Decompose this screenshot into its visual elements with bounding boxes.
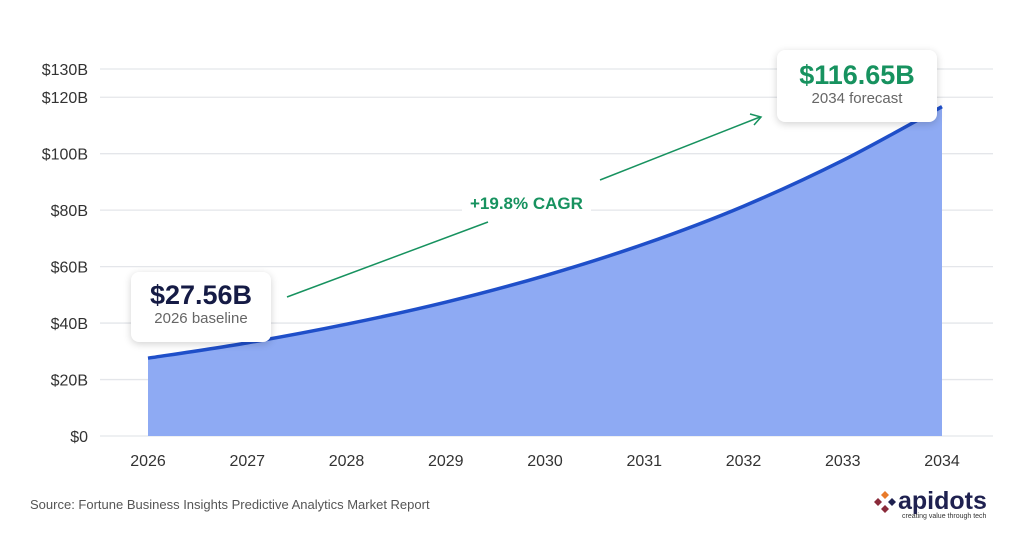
- apidots-logo: apidots creating value through tech: [872, 489, 1022, 520]
- y-tick-label: $100B: [42, 147, 88, 164]
- x-tick-label: 2031: [626, 453, 662, 470]
- x-tick-label: 2032: [726, 453, 762, 470]
- x-tick-label: 2033: [825, 453, 861, 470]
- y-tick-label: $60B: [51, 260, 88, 277]
- x-tick-label: 2030: [527, 453, 563, 470]
- logo-mark-icon: [874, 491, 896, 513]
- y-tick-label: $40B: [51, 316, 88, 333]
- baseline-label: 2026 baseline: [154, 310, 248, 327]
- baseline-value: $27.56B: [149, 280, 253, 310]
- y-tick-label: $130B: [42, 62, 88, 79]
- forecast-label: 2034 forecast: [811, 90, 903, 107]
- cagr-arrow-line: [286, 221, 489, 298]
- x-tick-label: 2026: [130, 453, 166, 470]
- x-tick-label: 2028: [329, 453, 365, 470]
- baseline-callout: $27.56B 2026 baseline: [131, 272, 271, 342]
- x-tick-label: 2029: [428, 453, 464, 470]
- area-fill: [148, 106, 942, 436]
- forecast-callout: $116.65B 2034 forecast: [777, 50, 937, 122]
- cagr-arrow-line: [599, 116, 761, 181]
- x-tick-label: 2027: [229, 453, 265, 470]
- forecast-value: $116.65B: [799, 60, 915, 90]
- y-tick-label: $120B: [42, 90, 88, 107]
- cagr-label: +19.8% CAGR: [462, 192, 591, 216]
- y-tick-label: $0: [70, 429, 88, 446]
- x-tick-label: 2034: [924, 453, 960, 470]
- source-note: Source: Fortune Business Insights Predic…: [30, 497, 430, 512]
- arrow-head-icon: [749, 113, 763, 126]
- y-tick-label: $80B: [51, 203, 88, 220]
- y-tick-label: $20B: [51, 373, 88, 390]
